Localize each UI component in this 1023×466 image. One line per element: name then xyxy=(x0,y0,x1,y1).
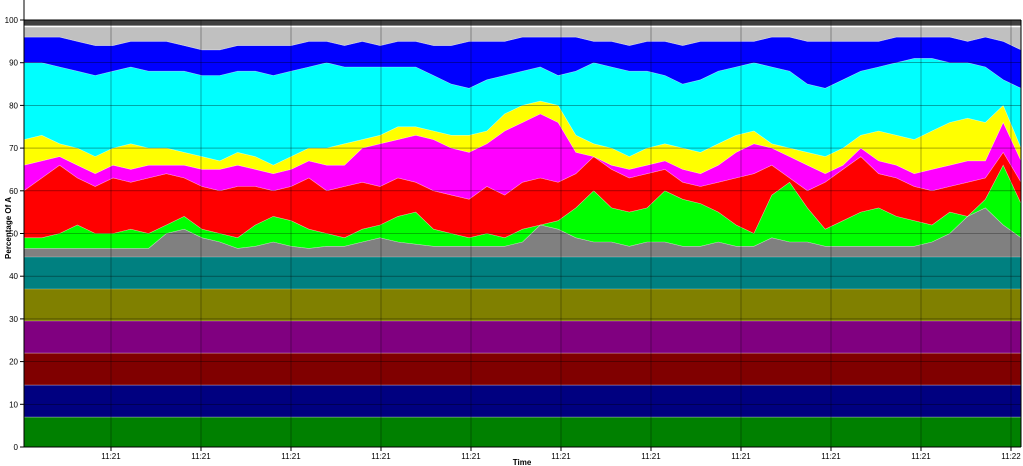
area-band-3 xyxy=(24,321,1021,354)
x-tick-label-1: 11:21 xyxy=(191,452,211,461)
x-tick-label-9: 11:21 xyxy=(911,452,931,461)
y-tick-label-40: 40 xyxy=(9,272,18,281)
y-tick-label-20: 20 xyxy=(9,358,18,367)
x-tick-label-8: 11:21 xyxy=(821,452,841,461)
area-band-5 xyxy=(24,257,1021,289)
y-axis-title: Percentage Of A xyxy=(4,197,13,259)
area-band-2 xyxy=(24,353,1021,386)
y-tick-label-10: 10 xyxy=(9,400,18,409)
y-tick-label-70: 70 xyxy=(9,144,18,153)
band-separator-6 xyxy=(24,207,1022,249)
band-separator-9 xyxy=(23,113,1022,175)
x-tick-label-5: 11:21 xyxy=(551,452,571,461)
y-tick-label-80: 80 xyxy=(9,101,18,110)
y-tick-label-50: 50 xyxy=(9,230,18,239)
x-tick-label-3: 11:21 xyxy=(371,452,391,461)
x-tick-label-6: 11:21 xyxy=(641,452,661,461)
area-band-14 xyxy=(24,20,1021,27)
area-band-11 xyxy=(24,58,1021,166)
band-separator-12 xyxy=(24,36,1022,51)
area-band-6 xyxy=(24,207,1021,257)
area-band-4 xyxy=(24,289,1021,321)
area-band-13 xyxy=(24,26,1021,50)
x-tick-label-10: 11:22 xyxy=(1001,452,1021,461)
x-tick-label-4: 11:21 xyxy=(461,452,481,461)
area-band-9 xyxy=(24,113,1021,200)
x-tick-label-2: 11:21 xyxy=(281,452,301,461)
area-band-1 xyxy=(24,385,1021,418)
area-band-8 xyxy=(24,152,1021,238)
x-tick-label-7: 11:21 xyxy=(731,452,751,461)
y-tick-label-100: 100 xyxy=(5,16,19,25)
y-tick-label-0: 0 xyxy=(14,443,19,452)
area-band-0 xyxy=(24,417,1021,447)
axes xyxy=(20,0,1022,451)
x-tick-label-0: 11:21 xyxy=(101,452,121,461)
x-axis-title: Time xyxy=(513,458,532,466)
x-tick-labels: 11:21 11:21 11:21 11:21 11:21 11:21 11:21 11:21… xyxy=(101,452,1021,461)
y-tick-labels: 0 10 20 30 40 50 60 70 80 90 100 xyxy=(5,16,19,452)
band-separators xyxy=(23,25,1022,418)
y-tick-label-30: 30 xyxy=(9,315,18,324)
area-band-7 xyxy=(24,165,1021,249)
band-separator-11 xyxy=(24,58,1022,89)
band-separator-8 xyxy=(23,151,1022,200)
y-tick-label-90: 90 xyxy=(9,59,18,68)
band-separator-7 xyxy=(24,164,1022,239)
y-tick-label-60: 60 xyxy=(9,187,18,196)
